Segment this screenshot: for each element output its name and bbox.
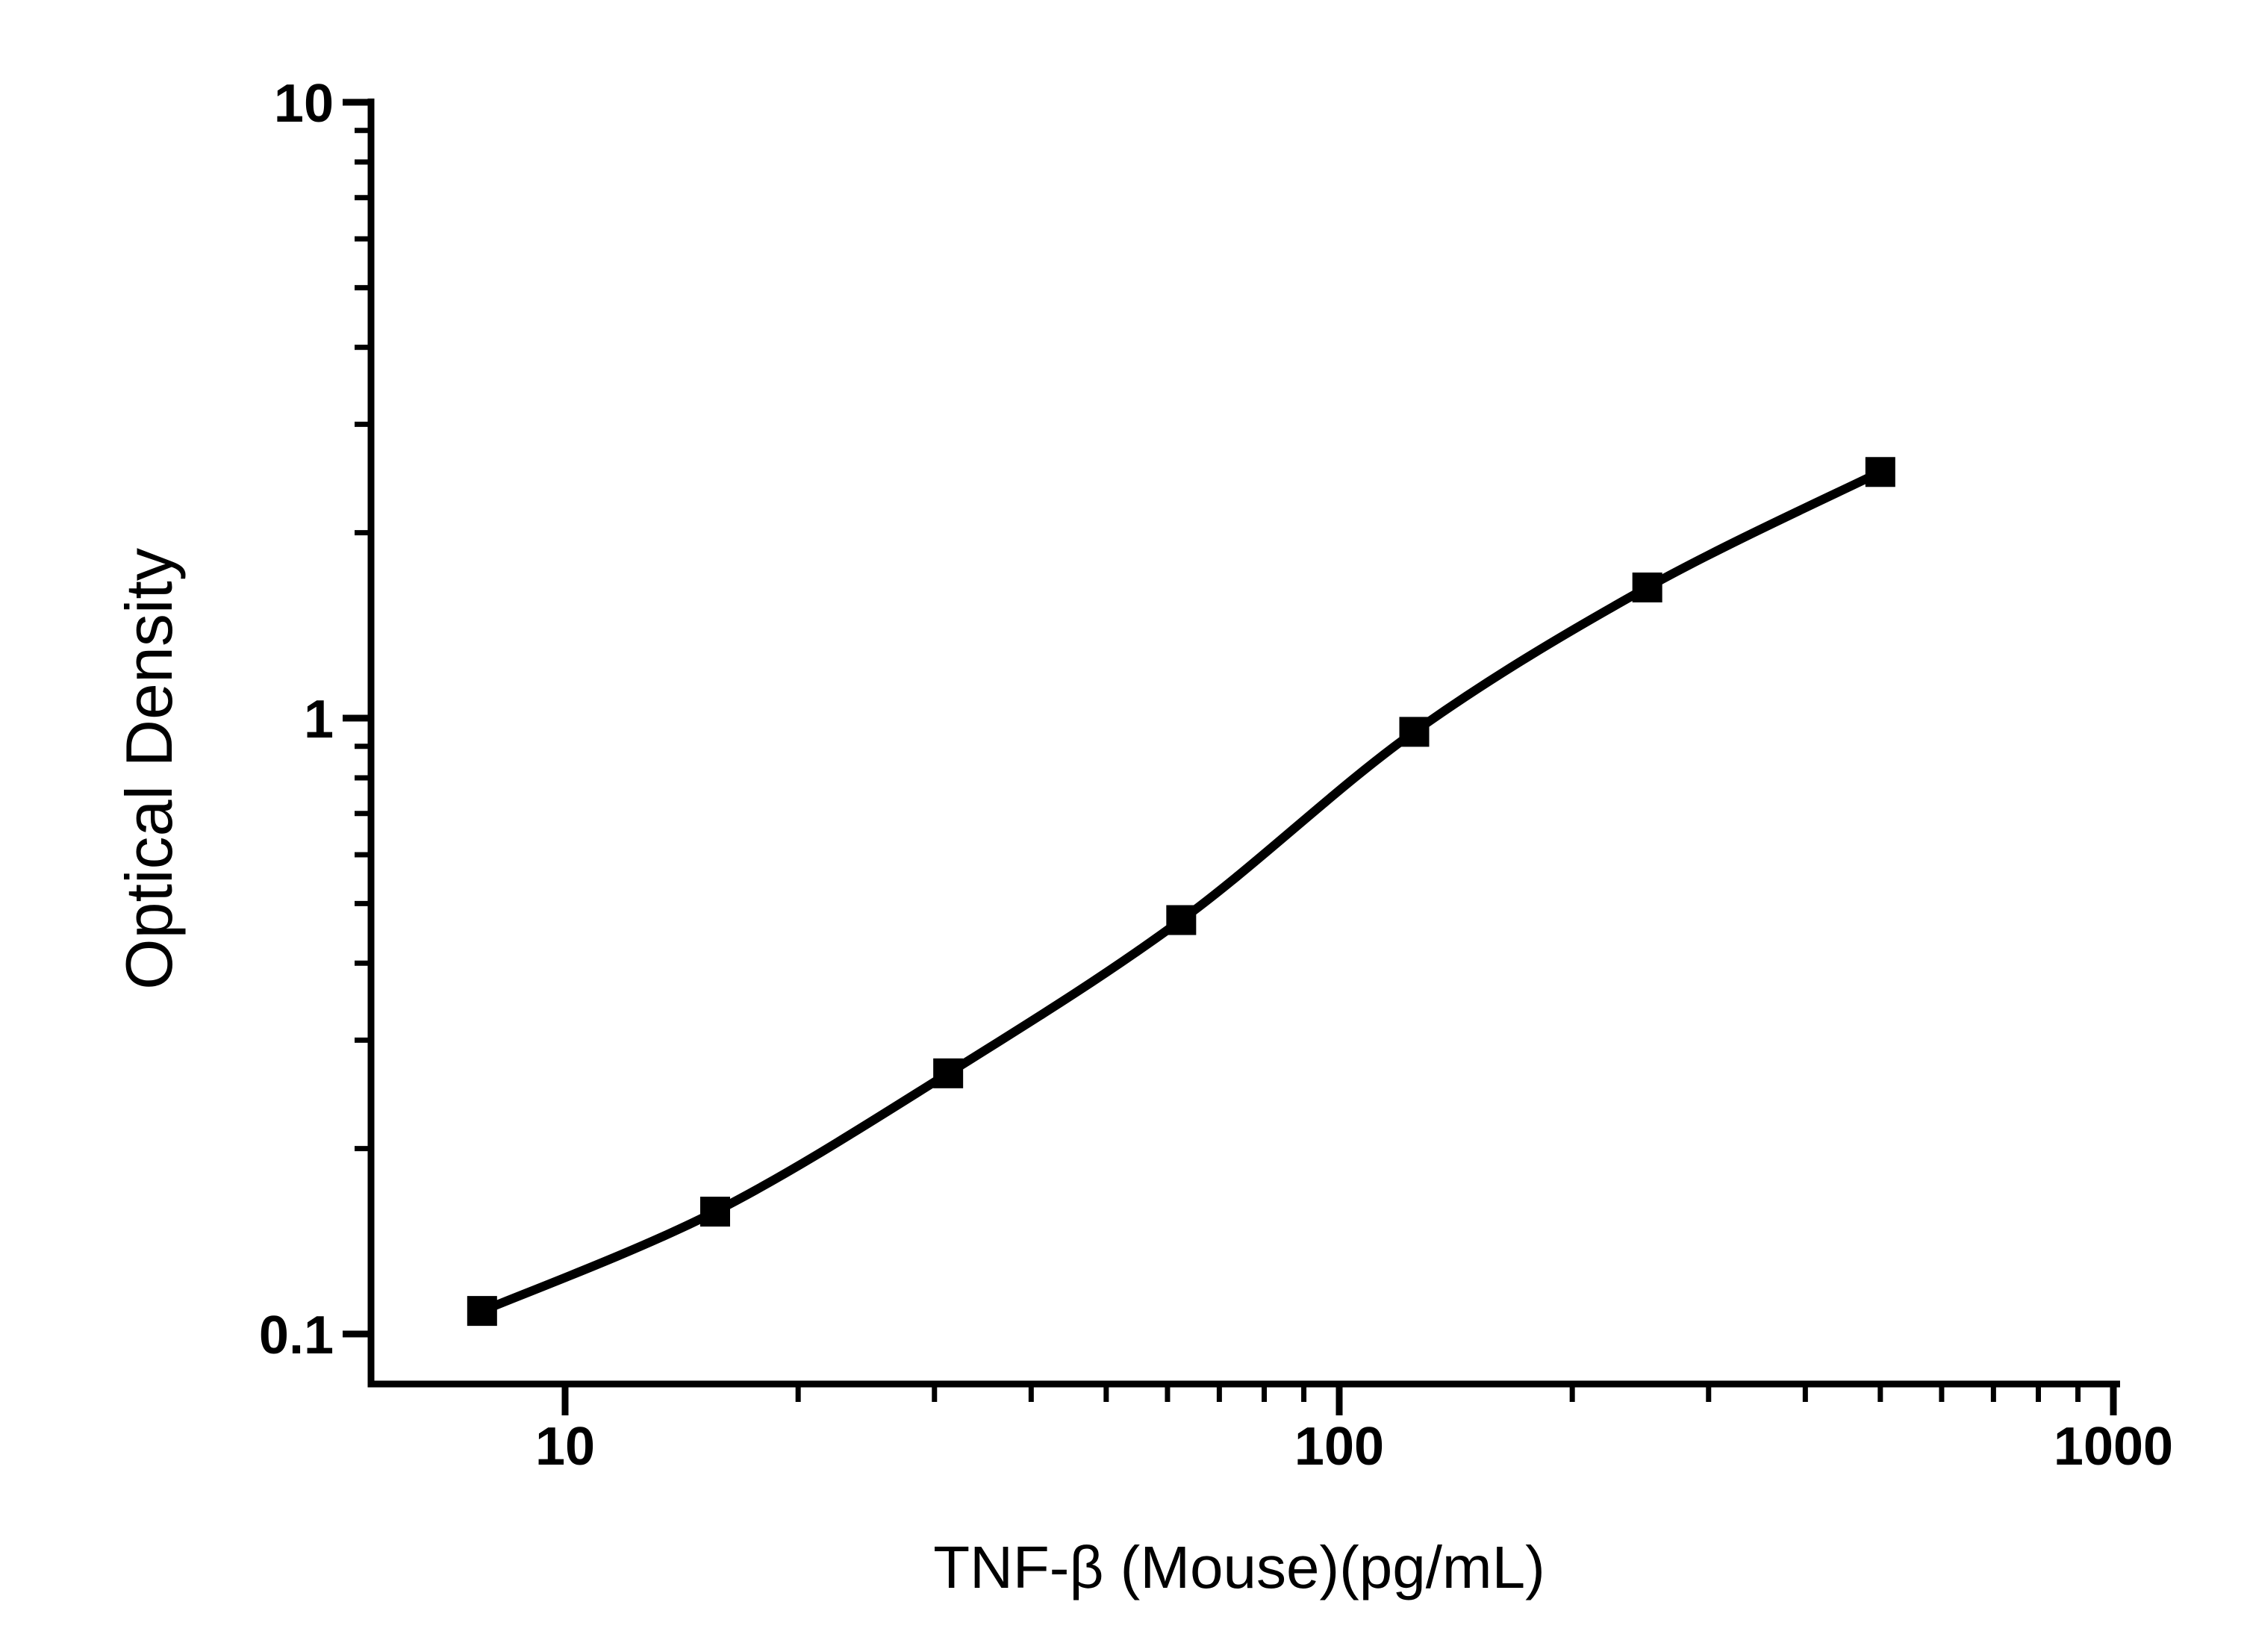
x-tick-label: 1000 — [2054, 1417, 2173, 1477]
data-point-marker — [1632, 572, 1662, 602]
data-point-marker — [933, 1058, 964, 1088]
data-point-marker — [467, 1296, 497, 1327]
y-tick-label: 1 — [304, 690, 334, 749]
y-axis-title: Optical Density — [112, 548, 186, 990]
y-tick-label: 0.1 — [259, 1306, 334, 1365]
data-point-marker — [1399, 717, 1430, 747]
data-point-marker — [1166, 905, 1197, 935]
standard-curve-line — [480, 467, 1883, 1315]
data-point-marker — [1865, 457, 1895, 487]
x-tick-label: 100 — [1294, 1417, 1384, 1477]
x-tick-label: 10 — [535, 1417, 595, 1477]
y-tick-label: 10 — [274, 74, 334, 134]
x-axis-title: TNF-β (Mouse)(pg/mL) — [933, 1534, 1545, 1600]
data-point-marker — [699, 1197, 730, 1227]
